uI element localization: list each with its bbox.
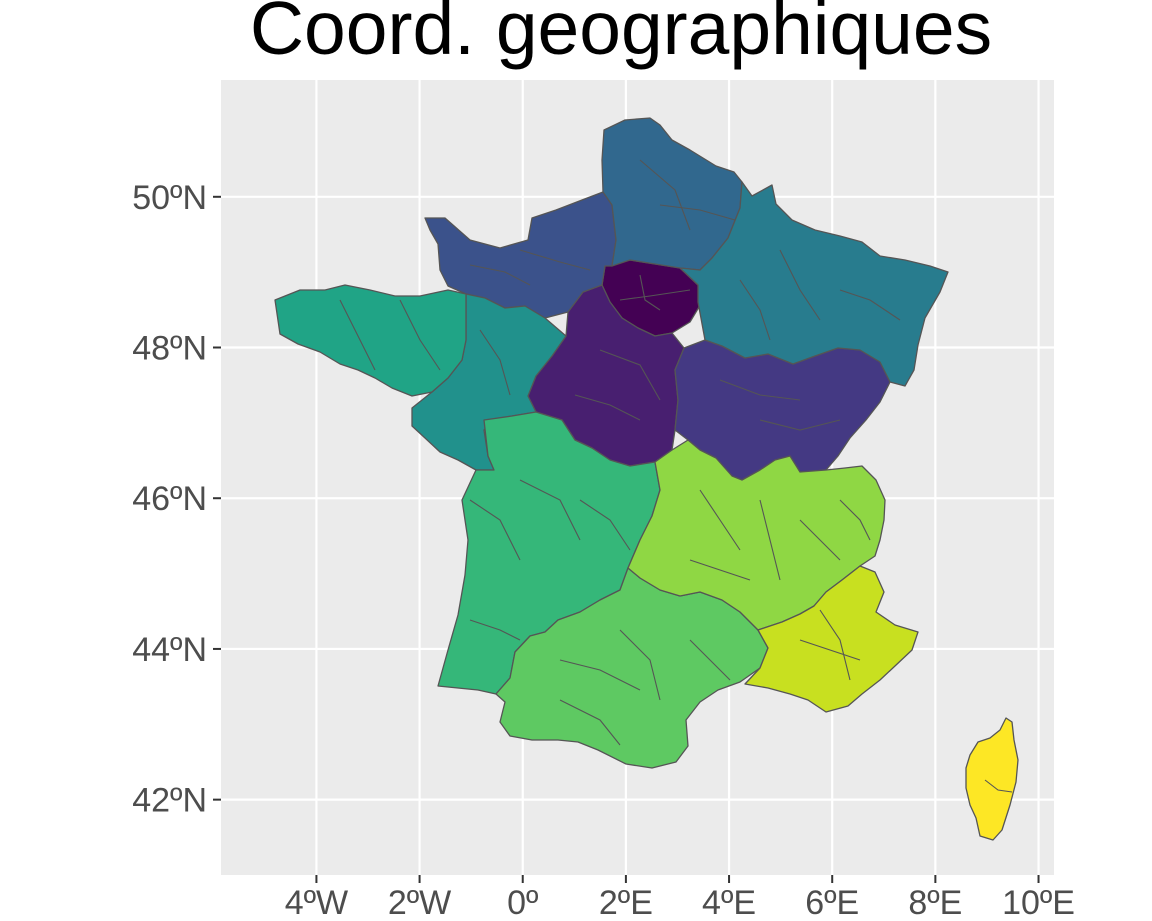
department-border — [469, 264, 531, 286]
department-border — [559, 659, 641, 691]
region-bretagne — [274, 284, 467, 397]
y-tick-label: 48ºN — [132, 330, 207, 368]
department-border — [839, 499, 871, 541]
department-border — [479, 329, 511, 396]
department-border — [519, 249, 591, 271]
department-border — [574, 394, 641, 421]
department-border — [799, 639, 861, 661]
y-tick-label: 50ºN — [132, 179, 207, 217]
x-tick-label: 6ºE — [805, 884, 859, 921]
region-provence-alpes-cote-d-azur — [744, 565, 919, 713]
region-auvergne-rhone-alpes — [627, 439, 886, 631]
department-border — [689, 639, 731, 681]
x-tick-label: 2ºW — [388, 884, 451, 921]
department-border — [469, 499, 521, 561]
department-border — [719, 379, 801, 401]
chart-title: Coord. geographiques — [250, 0, 992, 70]
y-tick-label: 46ºN — [132, 480, 207, 518]
department-border — [619, 289, 691, 301]
department-border — [469, 619, 521, 641]
department-border — [984, 779, 1013, 793]
department-border — [759, 419, 841, 431]
department-border — [639, 274, 661, 311]
department-border — [699, 489, 741, 551]
department-border — [819, 609, 851, 681]
y-axis: 42ºN 44ºN 46ºN 48ºN 50ºN — [132, 179, 221, 820]
x-tick-label: 0º — [507, 884, 538, 921]
department-border — [839, 289, 901, 321]
department-border — [399, 299, 441, 371]
region-grand-est — [679, 181, 949, 387]
region-corse — [965, 717, 1019, 841]
department-border — [619, 629, 661, 701]
department-border — [659, 204, 736, 221]
department-border — [799, 519, 841, 561]
department-border — [339, 299, 376, 371]
x-tick-label: 4ºE — [702, 884, 756, 921]
x-tick-label: 8ºE — [908, 884, 962, 921]
department-border — [639, 159, 691, 231]
department-border — [689, 559, 751, 581]
y-tick-label: 42ºN — [132, 782, 207, 820]
department-border — [779, 249, 821, 321]
x-tick-label: 4ºW — [285, 884, 348, 921]
department-border — [519, 479, 581, 541]
department-border — [599, 349, 661, 401]
department-border — [579, 499, 631, 551]
x-tick-label: 2ºE — [599, 884, 653, 921]
department-border — [559, 699, 621, 746]
region-normandie — [424, 191, 617, 319]
department-border — [759, 499, 781, 581]
department-border — [739, 279, 771, 341]
x-tick-label: 10ºE — [1002, 884, 1075, 921]
regions-layer — [274, 117, 1019, 841]
x-axis: 4ºW 2ºW 0º 2ºE 4ºE 6ºE 8ºE 10ºE — [285, 875, 1075, 921]
y-tick-label: 44ºN — [132, 631, 207, 669]
